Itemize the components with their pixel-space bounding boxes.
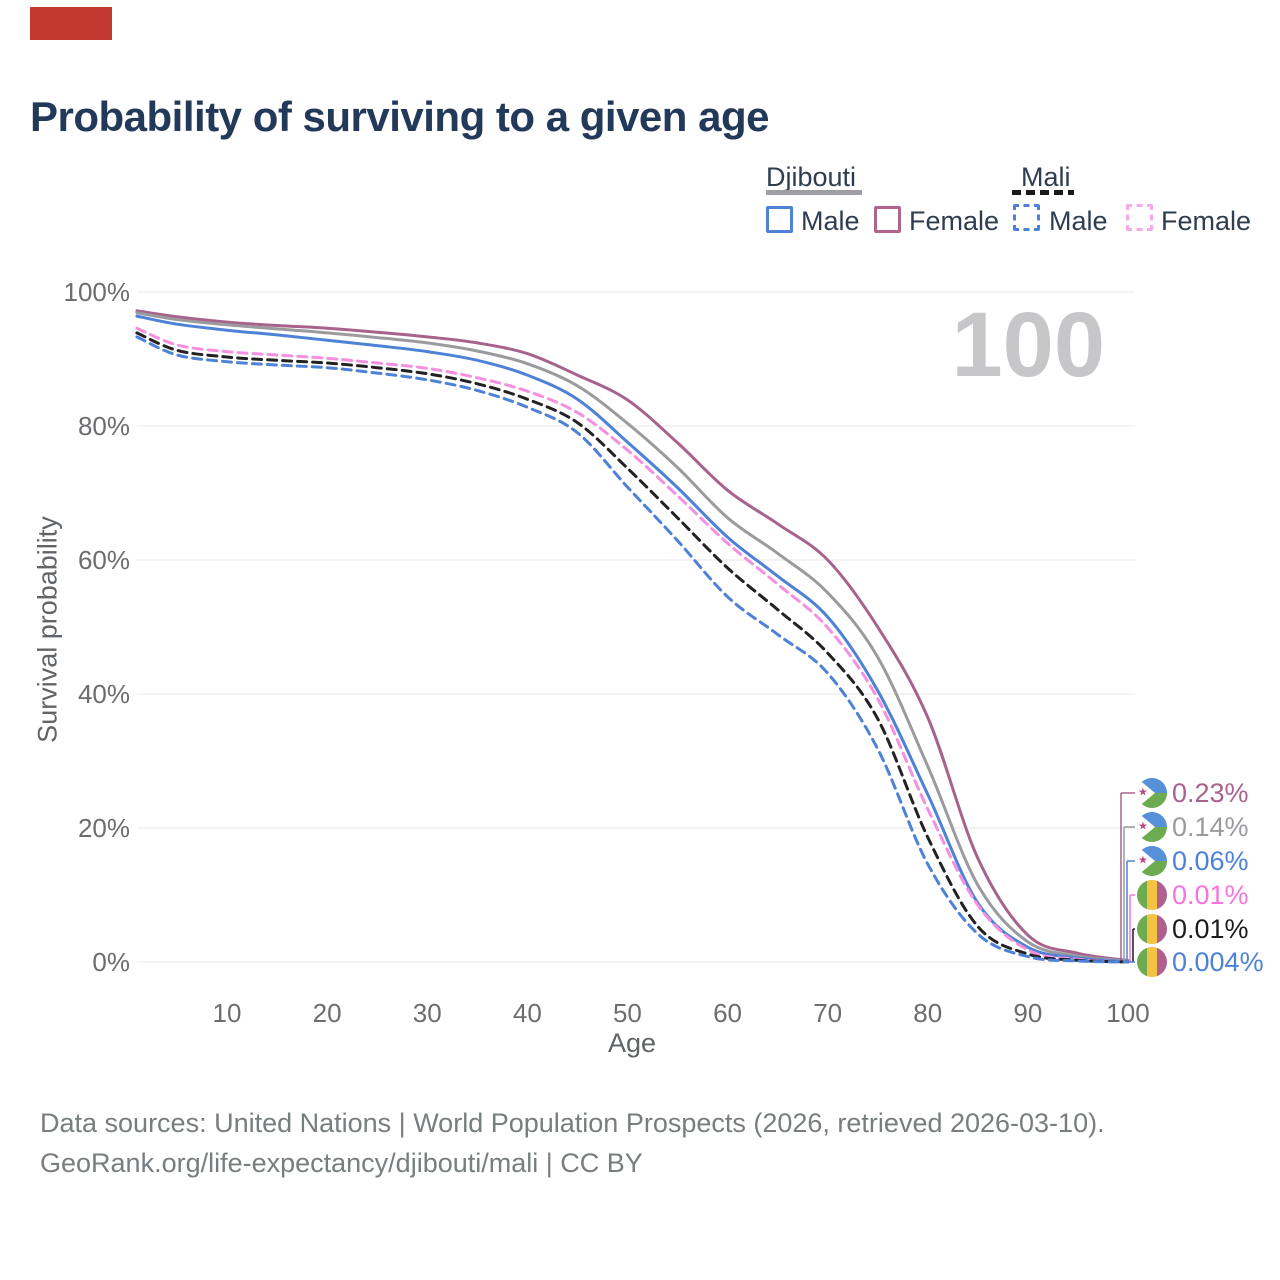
legend-swatch-djibouti-male[interactable] (766, 206, 793, 233)
end-label-djibouti-female: 0.23% (1172, 778, 1249, 808)
x-tick-label: 60 (713, 998, 742, 1028)
mali-flag-icon (1137, 914, 1167, 944)
legend-item-djibouti-male[interactable]: Male (801, 206, 860, 236)
x-tick-label: 50 (612, 998, 642, 1028)
y-axis-title: Survival probability (32, 516, 63, 743)
end-label-mali-female: 0.01% (1172, 880, 1249, 910)
page-title: Probability of surviving to a given age (30, 93, 769, 140)
footer-attribution: GeoRank.org/life-expectancy/djibouti/mal… (40, 1148, 643, 1178)
legend-swatch-mali-male[interactable] (1013, 204, 1040, 231)
djibouti-flag-icon: ★ (1137, 778, 1167, 808)
series-line-mali-male[interactable] (135, 335, 1130, 964)
series-line-djibouti-male[interactable] (135, 314, 1130, 964)
annotation-rectangle (30, 7, 112, 40)
legend-item-mali-female[interactable]: Female (1161, 206, 1252, 236)
series-line-djibouti-both[interactable] (135, 311, 1130, 963)
mali-flag-icon (1137, 947, 1167, 977)
end-label-djibouti-both: 0.14% (1172, 812, 1249, 842)
y-tick-label: 0% (92, 947, 130, 977)
legend-country-mali[interactable]: Mali (1021, 162, 1071, 192)
x-tick-label: 100 (1106, 998, 1150, 1028)
legend-swatch-djibouti-female[interactable] (874, 206, 901, 233)
legend-swatch-mali-female[interactable] (1126, 204, 1153, 231)
legend-djibouti-line-sample (766, 190, 862, 195)
end-label-mali-male: 0.004% (1172, 947, 1264, 977)
x-tick-label: 90 (1013, 998, 1043, 1028)
y-tick-label: 20% (77, 813, 130, 843)
djibouti-flag-icon: ★ (1137, 812, 1167, 842)
x-tick-label: 70 (813, 998, 843, 1028)
x-axis-title: Age (607, 1028, 657, 1058)
end-label-djibouti-male: 0.06% (1172, 846, 1249, 876)
x-tick-label: 40 (512, 998, 542, 1028)
series-line-mali-female[interactable] (135, 326, 1130, 964)
x-tick-label: 30 (412, 998, 442, 1028)
x-tick-label: 10 (212, 998, 242, 1028)
mali-flag-icon (1137, 880, 1167, 910)
series-line-mali-both[interactable] (135, 331, 1130, 964)
djibouti-flag-icon: ★ (1137, 846, 1167, 876)
x-tick-label: 80 (913, 998, 943, 1028)
age-100-watermark: 100 (951, 294, 1106, 396)
y-tick-label: 80% (77, 411, 130, 441)
legend-item-djibouti-female[interactable]: Female (909, 206, 1000, 236)
y-tick-label: 60% (77, 545, 130, 575)
end-label-mali-both: 0.01% (1172, 914, 1249, 944)
series-line-djibouti-female[interactable] (135, 309, 1130, 962)
legend-country-djibouti[interactable]: Djibouti (766, 162, 857, 192)
footer-data-sources: Data sources: United Nations | World Pop… (40, 1108, 1105, 1138)
y-tick-label: 100% (63, 277, 131, 307)
legend-item-mali-male[interactable]: Male (1049, 206, 1108, 236)
y-tick-label: 40% (77, 679, 130, 709)
legend-mali-line-sample (1012, 190, 1074, 195)
x-tick-label: 20 (312, 998, 342, 1028)
